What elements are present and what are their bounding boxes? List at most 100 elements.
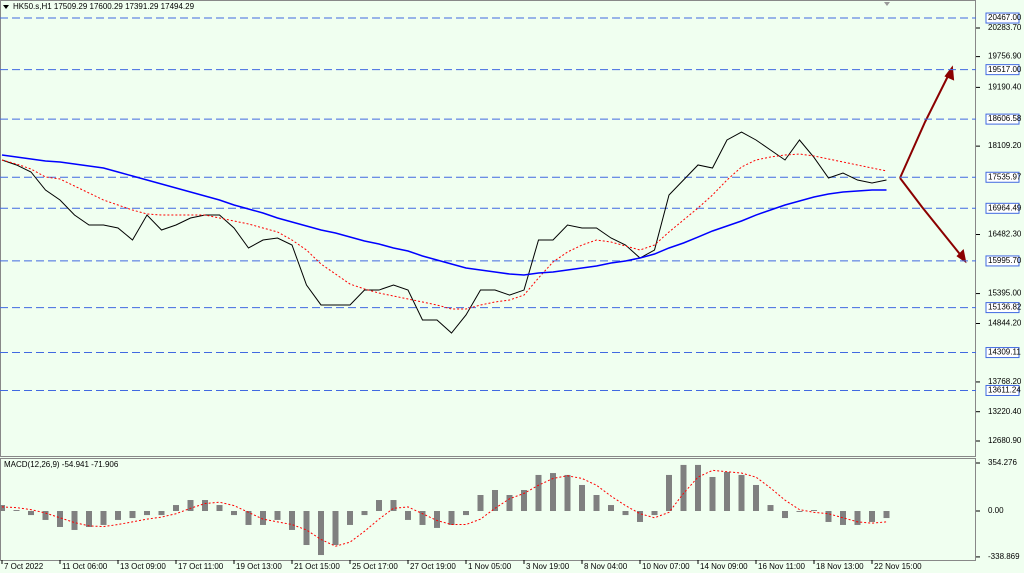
arrow-head [944,65,955,81]
histogram-bar [637,510,643,522]
x-tick-label: 21 Oct 15:00 [294,562,340,571]
macd-title: MACD(12,26,9) -54.941 -71.906 [4,460,119,469]
histogram-bar [796,510,803,512]
histogram-bar [245,510,252,525]
y-tick-label: 0.00 [988,506,1004,515]
histogram-bar [332,510,339,546]
histogram-bar [434,510,440,528]
histogram-bar [115,510,121,520]
x-tick-label: 16 Nov 11:00 [758,562,806,571]
histogram-bar [42,510,49,520]
histogram-bar [593,495,600,511]
histogram-bar [158,510,165,516]
level-box [985,64,1020,76]
histogram-bar [448,510,455,525]
y-tick-label: 13768.20 [988,377,1022,386]
histogram-bar [651,510,658,516]
level-label: 14309.11 [988,348,1021,357]
level-box [985,171,1020,183]
x-tick-label: 10 Nov 07:00 [642,562,690,571]
histogram-bar [738,474,745,511]
level-box [985,12,1020,24]
shift-marker [884,2,890,6]
histogram-bar [535,474,542,511]
y-tick-label: 15395.00 [988,289,1022,298]
histogram-bar [463,510,469,516]
y-tick-label: 19756.90 [988,52,1022,61]
histogram-bar [709,476,716,511]
level-box [985,202,1020,214]
histogram-bar [767,505,774,511]
histogram-bar [564,474,571,511]
histogram-bar [216,505,223,511]
level-box [985,255,1020,267]
histogram-bar [202,500,208,511]
x-tick-label: 13 Oct 09:00 [120,562,166,571]
x-tick-label: 27 Oct 19:00 [410,562,456,571]
histogram-bar [231,510,237,516]
histogram-bar [883,510,890,519]
menu-triangle [3,5,9,9]
histogram-bar [869,510,875,522]
histogram-bar [492,489,498,511]
histogram-bar [521,489,527,511]
x-tick-label: 22 Nov 15:00 [874,562,922,571]
histogram-bar [347,510,353,525]
histogram-bar [303,510,310,546]
level-label: 13611.24 [988,386,1021,395]
level-label: 19517.00 [988,65,1022,74]
histogram-bar [361,510,368,516]
histogram-bar [724,471,730,511]
histogram-bar [666,474,672,511]
level-label: 20467.00 [988,13,1022,22]
histogram-bar [187,500,194,511]
x-tick-label: 14 Nov 09:00 [700,562,748,571]
x-tick-label: 1 Nov 05:00 [468,562,512,571]
histogram-bar [129,510,136,519]
y-tick-label: 14844.20 [988,319,1022,328]
level-box [985,384,1020,396]
histogram-bar [840,510,846,525]
histogram-bar [274,510,281,520]
histogram-bar [173,505,179,511]
level-box [985,113,1020,125]
histogram-bar [419,510,426,525]
histogram-bar [680,464,687,511]
x-tick-label: 19 Oct 13:00 [236,562,282,571]
histogram-bar [506,495,513,511]
y-tick-label: 12680.90 [988,436,1022,445]
histogram-bar [811,510,817,511]
histogram-bar [825,510,832,522]
histogram-bar [622,510,629,516]
macd-panel [0,458,976,561]
series-line [1,469,887,547]
histogram-bar [695,464,701,511]
histogram-bar [550,473,556,511]
histogram-bar [608,505,614,511]
histogram-bar [318,510,324,556]
chart-title: HK50.s,H1 17509.29 17600.29 17391.29 174… [13,2,195,11]
y-tick-label: 19190.40 [988,82,1022,91]
x-tick-label: 17 Oct 11:00 [178,562,224,571]
arrow-up [899,71,951,179]
y-tick-label: 18109.20 [988,141,1022,150]
histogram-bar [71,510,78,530]
y-tick-label: -338.869 [988,552,1020,561]
histogram-bar [100,510,107,525]
y-tick-label: 354.276 [988,458,1017,467]
histogram-bar [260,510,266,525]
level-label: 16964.49 [988,203,1022,212]
level-box [985,302,1020,314]
series-line [1,131,887,334]
histogram-bar [289,510,295,530]
histogram-bar [782,510,788,519]
forecast-arrows [899,65,967,264]
histogram-bar [405,510,411,520]
x-tick-label: 11 Oct 06:00 [62,562,108,571]
histogram-bar [376,500,382,511]
histogram-bar [0,505,5,511]
level-label: 15995.70 [988,256,1022,265]
x-tick-label: 7 Oct 2022 [4,562,44,571]
series-line [1,154,887,276]
